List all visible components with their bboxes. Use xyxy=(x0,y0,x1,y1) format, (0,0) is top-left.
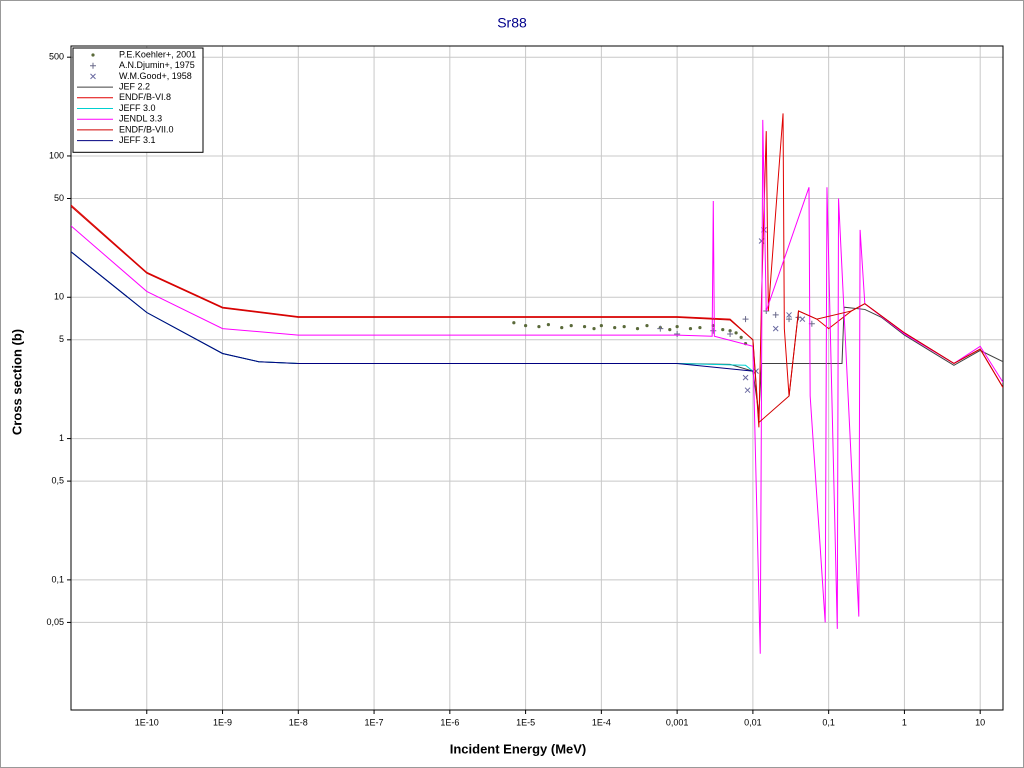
y-tick-label: 1 xyxy=(59,433,64,443)
grid xyxy=(71,46,1003,710)
x-tick-label: 1E-8 xyxy=(289,717,308,727)
data-point xyxy=(675,325,679,329)
series-line xyxy=(71,251,753,372)
x-axis-label: Incident Energy (MeV) xyxy=(450,741,587,756)
legend-label: ENDF/B-VII.0 xyxy=(119,124,174,134)
data-point xyxy=(786,316,793,323)
legend-label: JEF 2.2 xyxy=(119,81,150,91)
data-point xyxy=(668,328,672,332)
y-tick-label: 500 xyxy=(49,52,64,62)
x-tick-label: 0,01 xyxy=(744,717,762,727)
data-point xyxy=(537,325,541,329)
legend-label: JEFF 3.0 xyxy=(119,103,156,113)
data-point xyxy=(710,327,717,334)
legend-label: JENDL 3.3 xyxy=(119,114,162,124)
x-tick-label: 1E-4 xyxy=(592,717,611,727)
data-point xyxy=(613,326,617,330)
y-tick-label: 0,1 xyxy=(51,574,64,584)
chart-title: Sr88 xyxy=(497,15,527,31)
x-tick-label: 1E-5 xyxy=(516,717,535,727)
data-point xyxy=(523,324,528,328)
data-point xyxy=(742,316,749,323)
data-point xyxy=(721,328,725,332)
data-point xyxy=(698,326,702,330)
x-tick-label: 1 xyxy=(902,717,907,727)
data-point xyxy=(744,387,751,394)
data-point xyxy=(622,325,626,329)
data-point xyxy=(772,325,779,332)
data-point xyxy=(727,330,734,337)
data-point xyxy=(799,316,806,323)
x-tick-label: 0,1 xyxy=(822,717,835,727)
data-point xyxy=(739,335,743,339)
x-tick-label: 0,001 xyxy=(666,717,689,727)
data-point xyxy=(599,324,603,328)
y-tick-label: 100 xyxy=(49,150,64,160)
y-tick-label: 50 xyxy=(54,193,64,203)
marks xyxy=(71,113,1003,654)
data-point xyxy=(569,324,573,328)
data-point xyxy=(688,327,693,331)
data-point xyxy=(742,374,749,381)
data-point xyxy=(772,311,779,318)
legend-label: ENDF/B-VI.8 xyxy=(119,92,171,102)
data-point xyxy=(635,327,640,331)
x-tick-label: 10 xyxy=(975,717,985,727)
legend-label: W.M.Good+, 1958 xyxy=(119,71,192,81)
data-point xyxy=(546,323,551,327)
y-tick-label: 10 xyxy=(54,292,64,302)
x-tick-label: 1E-10 xyxy=(135,717,159,727)
data-point xyxy=(582,325,587,329)
data-point xyxy=(753,368,759,375)
data-point xyxy=(560,326,564,330)
legend-label: JEFF 3.1 xyxy=(119,135,156,145)
axes: 1E-10 1E-9 1E-8 1E-7 1E-6 1E-5 1E-4 0,001 0,01 0,… xyxy=(46,52,985,728)
legend-label: A.N.Djumin+, 1975 xyxy=(119,60,195,70)
x-tick-label: 1E-6 xyxy=(440,717,459,727)
data-point xyxy=(728,329,732,333)
data-point xyxy=(734,331,738,335)
legend-label: P.E.Koehler+, 2001 xyxy=(119,49,196,59)
data-point xyxy=(90,73,96,80)
y-tick-label: 0,5 xyxy=(51,475,64,485)
y-axis-label: Cross section (b) xyxy=(9,329,24,435)
data-point xyxy=(657,325,664,332)
data-point xyxy=(512,321,516,325)
data-point xyxy=(645,324,649,328)
series-line xyxy=(71,205,1003,424)
data-point xyxy=(592,327,596,331)
data-point xyxy=(674,330,681,337)
x-tick-label: 1E-7 xyxy=(365,717,384,727)
plot-frame xyxy=(70,45,1004,711)
x-tick-label: 1E-9 xyxy=(213,717,232,727)
data-point xyxy=(786,312,792,318)
data-point xyxy=(91,53,95,57)
y-tick-label: 5 xyxy=(59,334,64,344)
y-tick-label: 0,05 xyxy=(46,617,64,627)
data-point xyxy=(90,62,96,69)
